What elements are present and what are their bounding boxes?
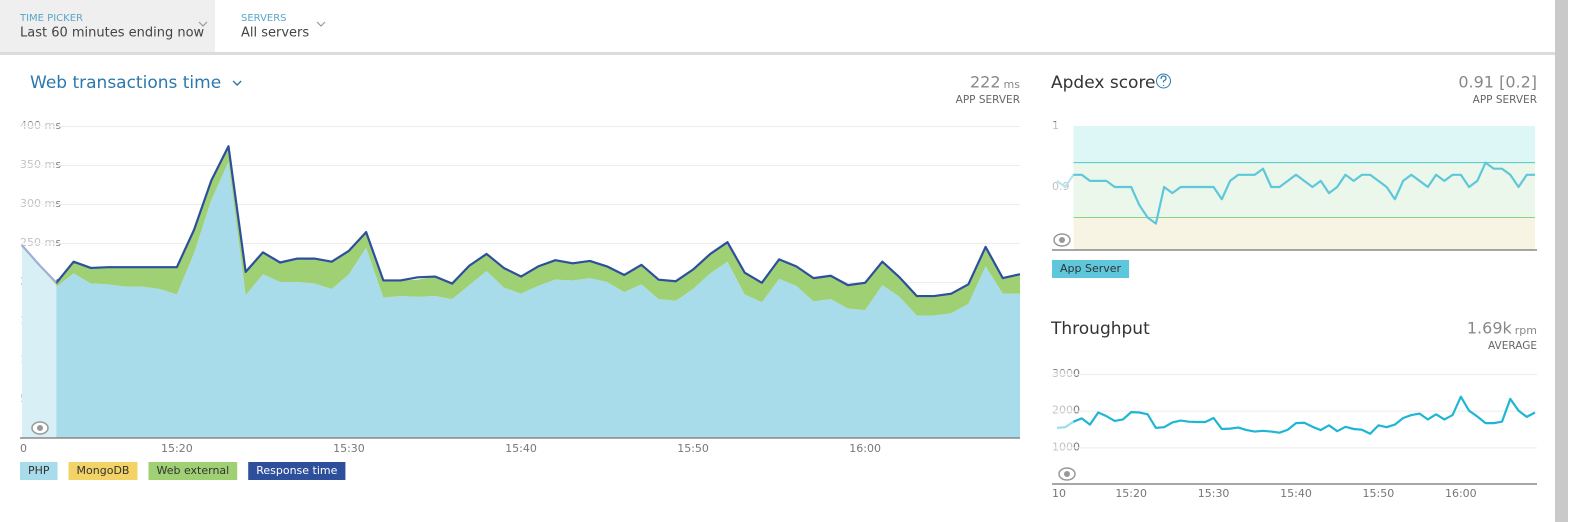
- band-frustrated: [1073, 217, 1535, 250]
- x-tick-label: 15:50: [677, 442, 709, 455]
- legend-swatch[interactable]: [148, 462, 238, 480]
- x-tick-label: 16:00: [1445, 487, 1477, 500]
- x-tick-label: 15:20: [161, 442, 193, 455]
- legend-label: Response time: [256, 464, 337, 477]
- help-mark: [1160, 75, 1167, 86]
- legend-label: Web external: [156, 464, 229, 477]
- chevron: [198, 21, 208, 27]
- eye-pupil: [1064, 471, 1070, 477]
- divider: [0, 52, 1555, 55]
- legend-swatch[interactable]: [248, 462, 346, 480]
- filter-label: SERVERS: [241, 13, 287, 24]
- line: [21, 145, 1021, 298]
- x-tick-label: 15:30: [333, 442, 365, 455]
- chart-title: Throughput: [1050, 319, 1150, 339]
- chevron: [316, 21, 326, 27]
- x-tick-label: 0: [20, 442, 27, 455]
- filter-value: Last 60 minutes ending now: [20, 26, 205, 41]
- band-satisfied: [1073, 126, 1535, 163]
- dimmed-region: [1052, 370, 1074, 484]
- chart-title: Web transactions time: [30, 73, 221, 93]
- chevron[interactable]: [232, 80, 242, 86]
- area: [22, 146, 1020, 316]
- dimmed-region: [20, 122, 57, 438]
- x-tick-label: 15:20: [1115, 487, 1147, 500]
- help-icon[interactable]: [1156, 73, 1172, 89]
- legend-swatch[interactable]: [68, 462, 138, 480]
- line: [1056, 161, 1535, 225]
- legend-label: MongoDB: [77, 464, 130, 477]
- summary-label: APP SERVER: [1473, 94, 1537, 106]
- band-tolerating: [1073, 162, 1535, 218]
- area: [22, 161, 1020, 438]
- legend-swatch[interactable]: [20, 462, 58, 480]
- summary-label: APP SERVER: [956, 94, 1020, 106]
- legend-label: PHP: [28, 464, 50, 477]
- dimmed-region: [1052, 122, 1074, 248]
- x-tick-label: 15:40: [1280, 487, 1312, 500]
- legend-swatch[interactable]: [1052, 260, 1130, 278]
- summary-value: 0.91 [0.2]: [1458, 73, 1537, 92]
- time-picker[interactable]: [0, 0, 215, 52]
- summary-label: AVERAGE: [1488, 340, 1537, 352]
- eye-pupil: [1059, 237, 1065, 243]
- summary-value: 1.69k: [1467, 319, 1513, 338]
- x-tick-label: 15:40: [505, 442, 537, 455]
- x-tick-label: 15:50: [1363, 487, 1395, 500]
- x-tick-label: 16:00: [849, 442, 881, 455]
- filter-label: TIME PICKER: [19, 13, 83, 24]
- x-tick-label: 15:30: [1198, 487, 1230, 500]
- legend-label: App Server: [1060, 262, 1122, 275]
- summary-unit: ms: [1004, 78, 1021, 91]
- line: [1056, 395, 1536, 435]
- summary-value: 222: [970, 73, 1001, 92]
- summary-unit: rpm: [1515, 324, 1537, 337]
- eye-pupil: [37, 425, 43, 431]
- top-bar: [0, 0, 1555, 52]
- chart-title: Apdex score: [1051, 73, 1156, 93]
- filter-value: All servers: [241, 26, 309, 41]
- x-tick-label: 10: [1052, 487, 1066, 500]
- scrollbar[interactable]: [1555, 0, 1568, 522]
